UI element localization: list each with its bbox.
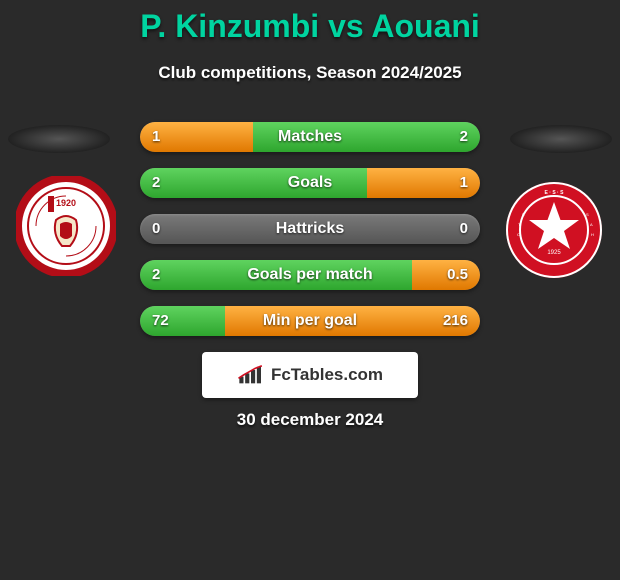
shadow-left [8, 125, 110, 153]
shadow-right [510, 125, 612, 153]
subtitle: Club competitions, Season 2024/2025 [0, 63, 620, 83]
svg-text:S: S [586, 212, 589, 217]
brand-chart-icon [237, 365, 265, 385]
stat-row: 12Matches [140, 122, 480, 152]
stat-row: 21Goals [140, 168, 480, 198]
svg-text:O: O [517, 232, 520, 237]
stats-bars: 12Matches 21Goals 00Hattricks 20.5Goals per… [140, 122, 480, 352]
stat-label: Matches [140, 122, 480, 152]
club-badge-right: 1925 E · S · S ÉTO SAH [504, 180, 604, 285]
stat-label: Goals per match [140, 260, 480, 290]
club-badge-left: 1920 [16, 176, 116, 281]
stat-label: Goals [140, 168, 480, 198]
stat-row: 00Hattricks [140, 214, 480, 244]
svg-text:É: É [522, 212, 525, 217]
club-africain-logo: 1920 [16, 176, 116, 276]
stat-row: 72216Min per goal [140, 306, 480, 336]
svg-text:1920: 1920 [56, 198, 76, 208]
brand-text: FcTables.com [271, 365, 383, 385]
ess-logo: 1925 E · S · S ÉTO SAH [504, 180, 604, 280]
svg-text:E · S · S: E · S · S [545, 190, 565, 196]
stat-label: Min per goal [140, 306, 480, 336]
infographic-root: P. Kinzumbi vs Aouani Club competitions,… [0, 0, 620, 580]
stat-row: 20.5Goals per match [140, 260, 480, 290]
svg-text:H: H [591, 232, 594, 237]
page-title: P. Kinzumbi vs Aouani [0, 0, 620, 45]
brand-badge[interactable]: FcTables.com [202, 352, 418, 398]
svg-text:1925: 1925 [547, 250, 561, 256]
date-text: 30 december 2024 [0, 410, 620, 430]
stat-label: Hattricks [140, 214, 480, 244]
svg-text:A: A [590, 222, 593, 227]
